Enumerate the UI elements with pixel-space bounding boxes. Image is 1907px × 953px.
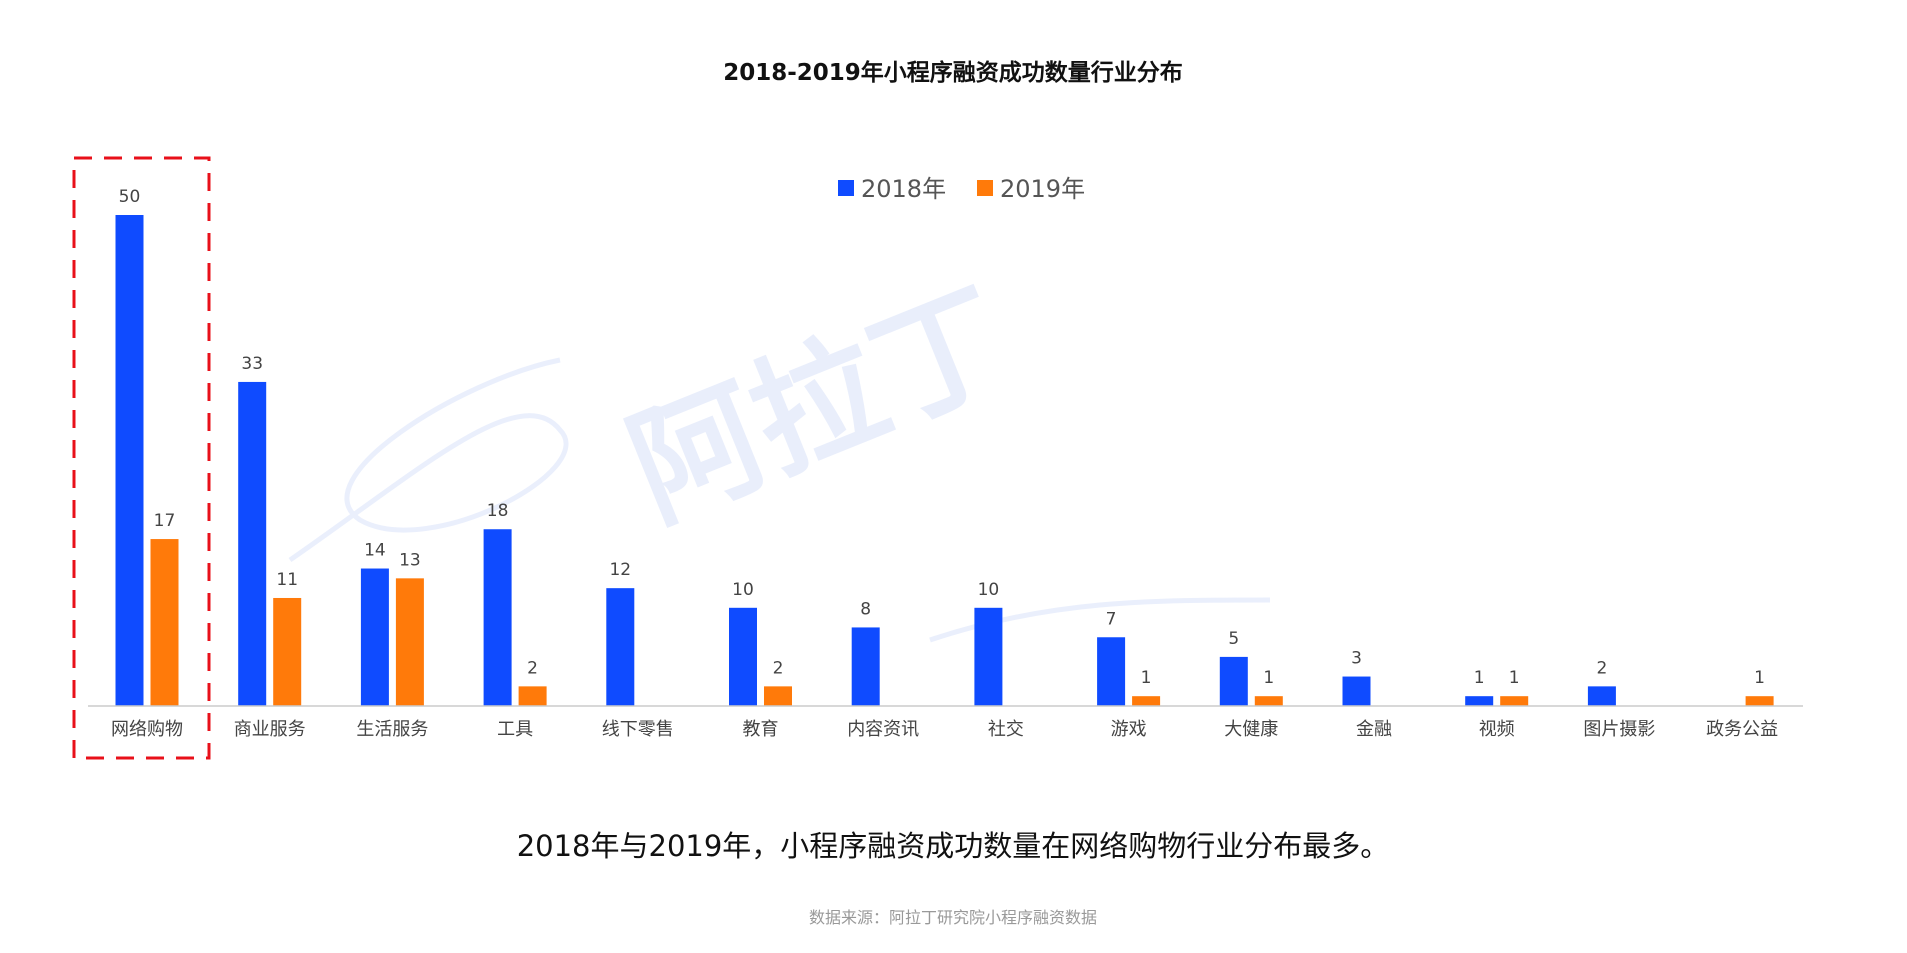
data-label-2018-9: 5 — [1228, 629, 1239, 649]
data-label-2019-0: 17 — [154, 511, 176, 531]
legend: 2018年 2019年 — [838, 175, 1085, 203]
x-tick-label: 工具 — [497, 719, 533, 740]
legend-label-1: 2019年 — [1000, 175, 1085, 203]
bar-2019-2 — [395, 578, 424, 706]
x-tick-label: 视频 — [1479, 719, 1515, 740]
bar-2019-3 — [518, 686, 547, 706]
x-tick-label: 商业服务 — [234, 719, 306, 740]
data-label-2018-7: 10 — [978, 580, 1000, 600]
bar-2019-9 — [1254, 696, 1283, 706]
x-tick-label: 生活服务 — [356, 719, 428, 740]
bar-2018-11 — [1465, 696, 1494, 706]
data-label-2018-10: 3 — [1351, 649, 1362, 669]
bar-2019-5 — [764, 686, 792, 706]
data-label-2019-1: 11 — [276, 570, 298, 590]
legend-swatch-0 — [838, 180, 854, 196]
data-label-2019-3: 2 — [527, 658, 538, 678]
x-tick-label: 金融 — [1356, 719, 1392, 740]
bar-2019-8 — [1132, 696, 1161, 706]
bar-2018-12 — [1587, 686, 1616, 706]
bar-2018-5 — [729, 607, 757, 706]
data-label-2019-5: 2 — [773, 658, 784, 678]
x-tick-label: 线下零售 — [602, 719, 674, 740]
bar-2018-6 — [851, 627, 880, 706]
x-tick-label: 教育 — [743, 719, 779, 740]
x-tick-label: 网络购物 — [111, 719, 183, 740]
x-tick-label: 图片摄影 — [1583, 719, 1655, 740]
data-label-2019-2: 13 — [399, 550, 421, 570]
bar-2018-9 — [1219, 656, 1248, 706]
bar-2018-8 — [1097, 637, 1126, 706]
data-label-2018-4: 12 — [609, 560, 631, 580]
chart-title: 2018-2019年小程序融资成功数量行业分布 — [723, 59, 1183, 86]
x-tick-label: 游戏 — [1111, 719, 1147, 740]
watermark: 阿拉丁 — [288, 261, 1271, 643]
bar-2019-1 — [273, 597, 302, 706]
bar-2018-1 — [238, 381, 267, 706]
data-label-2019-13: 1 — [1754, 668, 1765, 688]
watermark-text: 阿拉丁 — [609, 261, 1028, 548]
bar-2018-10 — [1342, 676, 1371, 706]
data-label-2018-6: 8 — [860, 599, 871, 619]
bar-2018-4 — [606, 588, 635, 706]
data-label-2019-11: 1 — [1509, 668, 1520, 688]
data-label-2018-5: 10 — [732, 580, 754, 600]
bar-2019-11 — [1500, 696, 1529, 706]
bar-2018-7 — [974, 607, 1003, 706]
bar-2018-3 — [483, 529, 512, 706]
x-axis-ticks: 网络购物 商业服务 生活服务 工具 线下零售 教育 内容资讯 社交 游戏 大健康 金融 视频 图片摄影 政… — [111, 719, 1778, 740]
bar-2018-2 — [360, 568, 389, 706]
data-label-2018-1: 33 — [241, 354, 263, 374]
data-label-2019-8: 1 — [1141, 668, 1152, 688]
data-label-2018-8: 7 — [1106, 609, 1117, 629]
data-label-2018-2: 14 — [364, 541, 386, 561]
legend-label-0: 2018年 — [861, 175, 946, 203]
x-tick-label: 大健康 — [1224, 719, 1278, 740]
x-tick-label: 政务公益 — [1706, 719, 1778, 740]
data-label-2019-9: 1 — [1263, 668, 1274, 688]
data-label-2018-11: 1 — [1474, 668, 1485, 688]
data-label-2018-0: 50 — [119, 187, 141, 207]
highlight-box — [72, 156, 211, 760]
caption: 2018年与2019年，小程序融资成功数量在网络购物行业分布最多。 — [517, 829, 1390, 863]
source-note: 数据来源：阿拉丁研究院小程序融资数据 — [809, 908, 1097, 927]
bar-2019-0 — [150, 539, 179, 706]
x-tick-label: 社交 — [988, 719, 1024, 740]
bar-2018-0 — [115, 215, 144, 706]
bar-2019-13 — [1745, 696, 1774, 706]
data-label-2018-3: 18 — [487, 501, 509, 521]
x-tick-label: 内容资讯 — [847, 719, 919, 740]
data-label-2018-12: 2 — [1596, 658, 1607, 678]
bars — [115, 215, 1774, 706]
legend-swatch-1 — [977, 180, 993, 196]
